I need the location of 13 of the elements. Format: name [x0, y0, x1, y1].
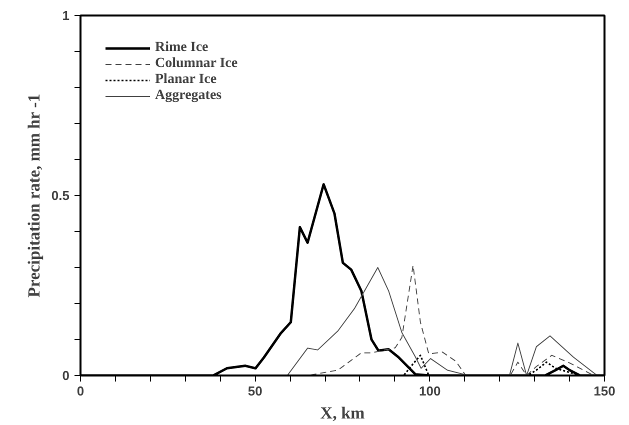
y-axis-title: Precipitation rate, mm hr -1 [24, 94, 44, 298]
x-tick-label: 100 [418, 384, 441, 398]
y-tick-label: 0.5 [51, 188, 70, 203]
legend-label: Planar Ice [155, 72, 217, 88]
x-axis-title: X, km [320, 404, 365, 422]
x-tick-label: 150 [594, 384, 616, 398]
x-tick-label: 50 [248, 384, 262, 398]
x-tick-label: 0 [76, 384, 84, 398]
legend-label: Rime Ice [155, 40, 208, 56]
y-tick-label: 0 [62, 368, 70, 383]
y-tick-label: 1 [62, 8, 70, 23]
legend-label: Aggregates [155, 88, 222, 104]
legend-label: Columnar Ice [155, 56, 238, 72]
